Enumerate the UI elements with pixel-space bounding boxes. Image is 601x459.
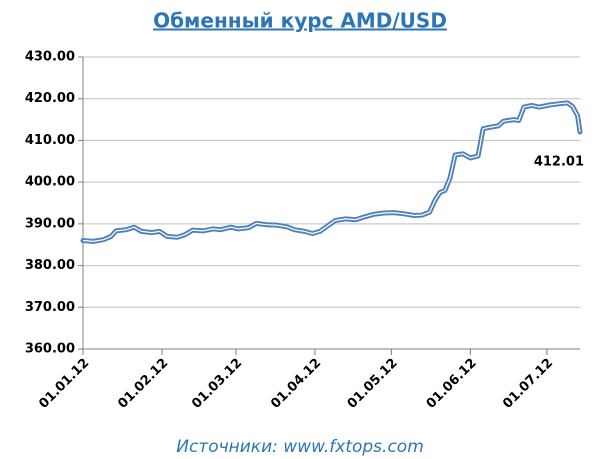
y-tick-label: 400.00 [25,175,75,190]
x-tick-label: 01.07.12 [500,356,556,412]
y-tick-label: 380.00 [25,258,75,273]
x-tick-label: 01.03.12 [189,356,245,412]
x-tick-label: 01.02.12 [115,356,171,412]
line-highlight [82,102,581,242]
y-tick-label: 390.00 [25,216,75,231]
x-tick-label: 01.06.12 [424,356,480,412]
x-tick-label: 01.01.12 [36,356,92,412]
x-tick-label: 01.04.12 [268,356,324,412]
source: Источники: www.fxtops.com [176,437,424,457]
y-tick-label: 420.00 [25,91,75,106]
data-label: 412.01 [534,155,584,170]
y-tick-label: 430.00 [25,50,75,65]
x-tick-label: 01.05.12 [345,356,401,412]
y-tick-label: 410.00 [25,133,75,148]
y-tick-label: 360.00 [25,342,75,357]
y-tick-label: 370.00 [25,300,75,315]
line-series [80,100,583,244]
chart-title: Обменный курс AMD/USD [153,9,447,33]
